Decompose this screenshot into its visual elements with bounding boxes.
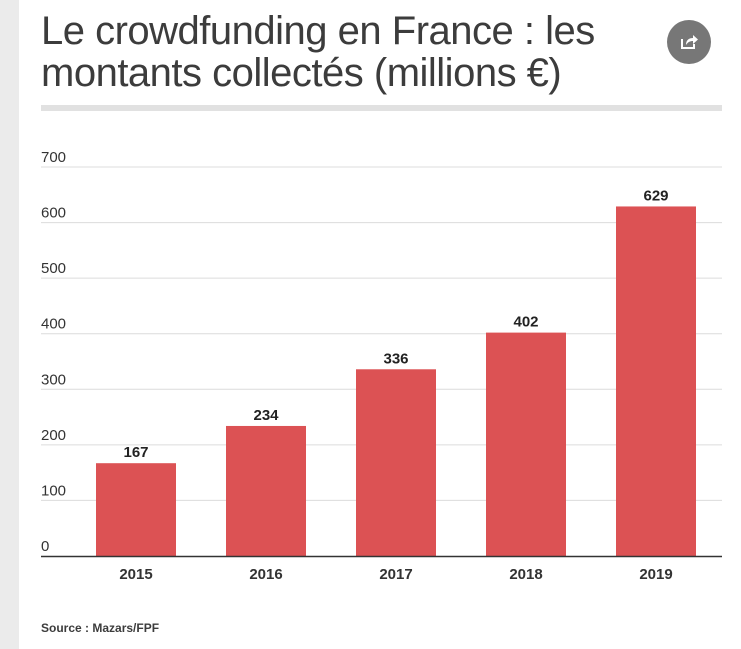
bar-chart: 0 100 200 300 400 500 600 700 167 234 336 402 629 2… [41, 149, 722, 583]
bar-2018 [486, 332, 566, 556]
y-tick-label: 200 [41, 427, 66, 444]
x-tick-label: 2019 [639, 566, 672, 583]
data-labels: 167 234 336 402 629 [123, 187, 668, 461]
y-tick-label: 400 [41, 316, 66, 333]
y-tick-label: 700 [41, 149, 66, 166]
data-label: 167 [123, 444, 148, 461]
x-tick-label: 2015 [119, 566, 152, 583]
x-tick-label: 2017 [379, 566, 412, 583]
y-tick-label: 300 [41, 371, 66, 388]
share-button[interactable] [667, 20, 711, 64]
data-label: 336 [383, 350, 408, 367]
x-tick-label: 2016 [249, 566, 282, 583]
title-divider [41, 105, 722, 111]
y-tick-label: 100 [41, 482, 66, 499]
y-tick-labels: 0 100 200 300 400 500 600 700 [41, 149, 66, 555]
chart-title: Le crowdfunding en France : les montants… [41, 9, 595, 95]
bar-2019 [616, 206, 696, 556]
bar-2017 [356, 369, 436, 556]
data-label: 234 [253, 407, 279, 424]
y-tick-label: 0 [41, 538, 49, 555]
data-label: 629 [643, 187, 668, 204]
source-note: Source : Mazars/FPF [41, 621, 160, 635]
chart-card: Le crowdfunding en France : les montants… [19, 0, 741, 649]
y-tick-label: 600 [41, 205, 66, 222]
bar-2015 [96, 463, 176, 556]
share-icon [681, 35, 698, 49]
data-label: 402 [513, 314, 538, 331]
x-tick-labels: 2015 2016 2017 2018 2019 [119, 566, 672, 583]
bar-2016 [226, 425, 306, 556]
bars [96, 206, 696, 556]
x-tick-label: 2018 [509, 566, 542, 583]
y-tick-label: 500 [41, 260, 66, 277]
